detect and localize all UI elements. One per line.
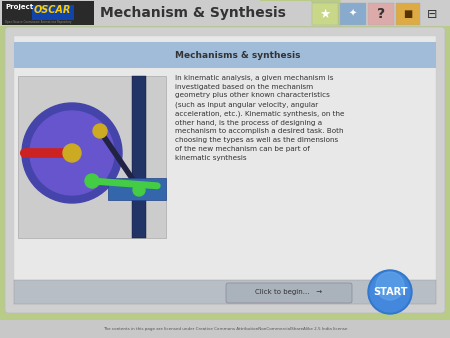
Circle shape [22, 103, 122, 203]
FancyBboxPatch shape [132, 76, 146, 238]
FancyBboxPatch shape [18, 76, 166, 238]
Circle shape [133, 184, 145, 196]
Circle shape [63, 144, 81, 162]
Text: ?: ? [377, 7, 385, 21]
FancyBboxPatch shape [108, 178, 166, 200]
Text: OSCAR: OSCAR [34, 5, 72, 15]
FancyBboxPatch shape [340, 3, 366, 25]
FancyBboxPatch shape [396, 3, 420, 25]
Text: Open Source Courseware Animations Repository: Open Source Courseware Animations Reposi… [5, 20, 72, 24]
Circle shape [85, 174, 99, 188]
FancyBboxPatch shape [0, 0, 450, 26]
Text: Mechanisms & synthesis: Mechanisms & synthesis [175, 50, 301, 59]
Text: Mechanism & Synthesis: Mechanism & Synthesis [100, 6, 286, 20]
Text: ✦: ✦ [349, 9, 357, 19]
Text: Project: Project [5, 4, 33, 10]
Text: ■: ■ [403, 9, 413, 19]
FancyBboxPatch shape [14, 36, 436, 304]
FancyBboxPatch shape [32, 5, 74, 20]
Circle shape [30, 111, 114, 195]
FancyBboxPatch shape [0, 320, 450, 338]
Text: Click to begin...   →: Click to begin... → [256, 289, 323, 295]
FancyBboxPatch shape [2, 1, 94, 25]
Circle shape [93, 124, 107, 138]
FancyArrowPatch shape [102, 133, 139, 188]
FancyBboxPatch shape [5, 27, 445, 313]
FancyBboxPatch shape [14, 42, 436, 68]
Text: START: START [373, 287, 407, 297]
FancyBboxPatch shape [226, 283, 352, 303]
Polygon shape [260, 0, 340, 26]
Circle shape [370, 272, 410, 312]
Text: The contents in this page are licensed under Creative Commons AttributionNonComm: The contents in this page are licensed u… [103, 327, 347, 331]
Text: ⊟: ⊟ [427, 7, 437, 21]
Circle shape [368, 270, 412, 314]
Text: In kinematic analysis, a given mechanism is
investigated based on the mechanism
: In kinematic analysis, a given mechanism… [175, 75, 345, 161]
Text: ★: ★ [320, 7, 331, 21]
FancyBboxPatch shape [312, 3, 338, 25]
FancyBboxPatch shape [368, 3, 394, 25]
Circle shape [376, 272, 404, 300]
FancyArrowPatch shape [95, 181, 157, 186]
FancyBboxPatch shape [14, 280, 436, 304]
